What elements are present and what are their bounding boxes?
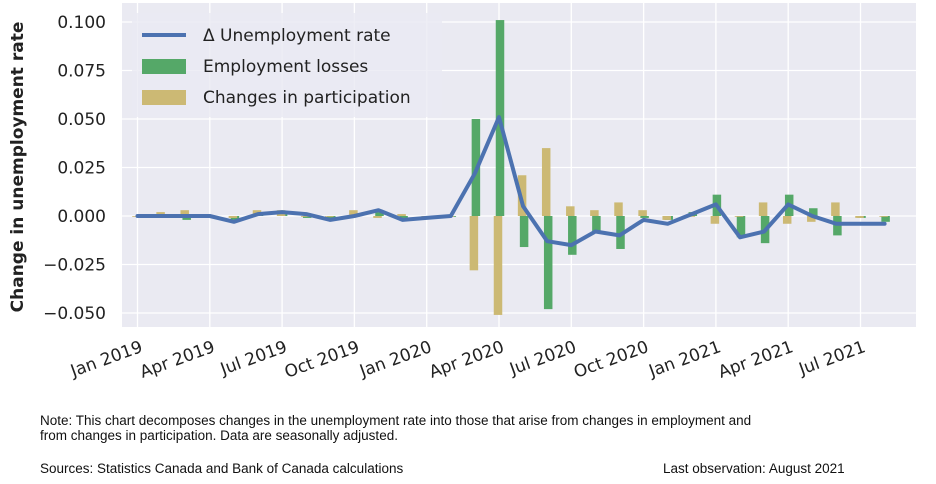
legend-swatch-employment: [142, 59, 186, 74]
participation-bar: [325, 216, 334, 217]
legend-swatch-participation: [142, 90, 186, 105]
y-tick-label: 0.100: [57, 13, 106, 33]
participation-bar: [228, 216, 238, 218]
employment-losses-bar: [736, 216, 746, 238]
last-observation-text: Last observation: August 2021: [663, 461, 845, 476]
participation-bar: [493, 216, 503, 315]
x-tick-label: Jul 2019: [217, 337, 290, 380]
participation-bar: [349, 210, 358, 216]
x-tick-label: Jan 2020: [356, 337, 434, 382]
employment-losses-bar: [640, 216, 649, 218]
note-line-1: Note: This chart decomposes changes in t…: [40, 413, 752, 428]
legend-label-unemployment: Δ Unemployment rate: [203, 26, 391, 46]
employment-losses-bar: [543, 216, 553, 310]
x-tick-label: Oct 2019: [282, 337, 362, 382]
y-tick-label: 0.000: [57, 207, 106, 227]
unemployment-rate-line: [135, 115, 887, 248]
y-axis-ticks: 0.100 0.075 0.050 0.025 0.000 −0.025 −0.050: [43, 13, 106, 324]
y-tick-label: 0.050: [57, 110, 106, 130]
y-tick-label: 0.025: [57, 159, 106, 179]
y-tick-label: −0.025: [43, 256, 106, 276]
x-tick-label: Apr 2019: [137, 337, 217, 382]
participation-bar: [807, 216, 816, 222]
chart-note: Note: This chart decomposes changes in t…: [40, 413, 936, 443]
participation-bar: [831, 202, 840, 216]
sources-text: Sources: Statistics Canada and Bank of C…: [40, 461, 404, 476]
x-tick-label: Jan 2021: [646, 337, 724, 382]
note-line-2: from changes in participation. Data are …: [40, 428, 398, 443]
x-tick-label: Jul 2021: [796, 337, 869, 380]
participation-bar: [469, 216, 479, 271]
legend: Δ Unemployment rate Employment losses Ch…: [132, 13, 442, 117]
unemployment-line: [135, 115, 887, 248]
participation-bar: [373, 216, 382, 218]
legend-label-participation: Changes in participation: [203, 88, 411, 108]
employment-losses-bar: [809, 208, 818, 216]
y-tick-label: 0.075: [57, 62, 106, 82]
participation-bar: [758, 202, 768, 216]
participation-bar: [180, 210, 189, 216]
participation-bar: [300, 216, 310, 217]
x-tick-label: Apr 2020: [427, 337, 507, 382]
participation-bar: [541, 148, 551, 216]
participation-bar: [855, 216, 864, 218]
participation-bar: [782, 216, 792, 224]
employment-losses-bar: [592, 216, 601, 232]
participation-bar: [662, 216, 671, 220]
participation-bar: [710, 216, 720, 224]
employment-losses-bar: [519, 216, 529, 248]
employment-losses-bar: [881, 216, 890, 222]
participation-bar: [397, 214, 406, 216]
participation-bar: [614, 202, 623, 216]
employment-losses-bar: [302, 216, 312, 218]
x-tick-label: Jan 2019: [67, 337, 145, 382]
participation-bar: [590, 210, 599, 216]
legend-label-employment: Employment losses: [203, 57, 368, 77]
x-tick-label: Apr 2021: [716, 337, 796, 382]
participation-bar: [566, 206, 575, 216]
employment-losses-bar: [375, 212, 384, 216]
y-tick-label: −0.050: [43, 304, 106, 324]
participation-bar: [734, 216, 744, 217]
y-axis-label: Change in unemployment rate: [8, 22, 28, 313]
employment-losses-bar: [568, 216, 577, 255]
x-tick-label: Jul 2020: [506, 337, 579, 380]
participation-bar: [638, 210, 647, 216]
unemployment-decomposition-chart: 0.100 0.075 0.050 0.025 0.000 −0.025 −0.050 Ja…: [8, 3, 916, 383]
participation-bar: [879, 216, 888, 217]
legend-background: [132, 13, 442, 117]
x-tick-label: Oct 2020: [571, 337, 651, 382]
